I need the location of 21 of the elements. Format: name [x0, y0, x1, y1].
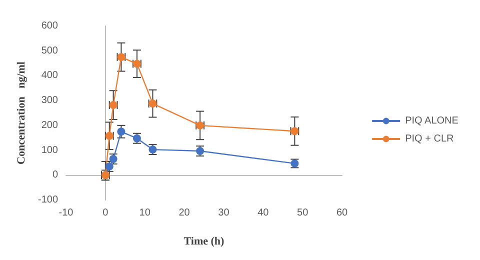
y-tick-label: 100 — [41, 144, 58, 156]
x-tick-label: 30 — [218, 208, 230, 218]
y-tick-label: 300 — [41, 95, 58, 106]
y-tick-label: -100 — [38, 194, 58, 206]
x-axis-title: Time (h) — [184, 236, 225, 248]
x-tick-label: -10 — [58, 208, 74, 218]
x-tick-label: 20 — [178, 208, 190, 218]
y-tick-label: 400 — [41, 70, 58, 82]
x-tick-label: 50 — [297, 208, 309, 218]
x-tick-label: 10 — [139, 208, 151, 218]
y-tick-label: 500 — [41, 45, 58, 56]
y-tick-label: 600 — [41, 20, 58, 32]
y-tick-label: 200 — [41, 120, 58, 131]
point — [117, 128, 126, 136]
y-axis-title: Concentration ng/ml — [16, 62, 28, 164]
legend-label: PIQ + CLR — [405, 134, 454, 144]
x-tick-label: 0 — [102, 208, 109, 218]
x-tick-label: 40 — [258, 208, 270, 218]
legend-label: PIQ ALONE — [405, 116, 459, 126]
y-tick-label: 0 — [52, 170, 58, 181]
x-tick-label: 60 — [336, 208, 348, 218]
